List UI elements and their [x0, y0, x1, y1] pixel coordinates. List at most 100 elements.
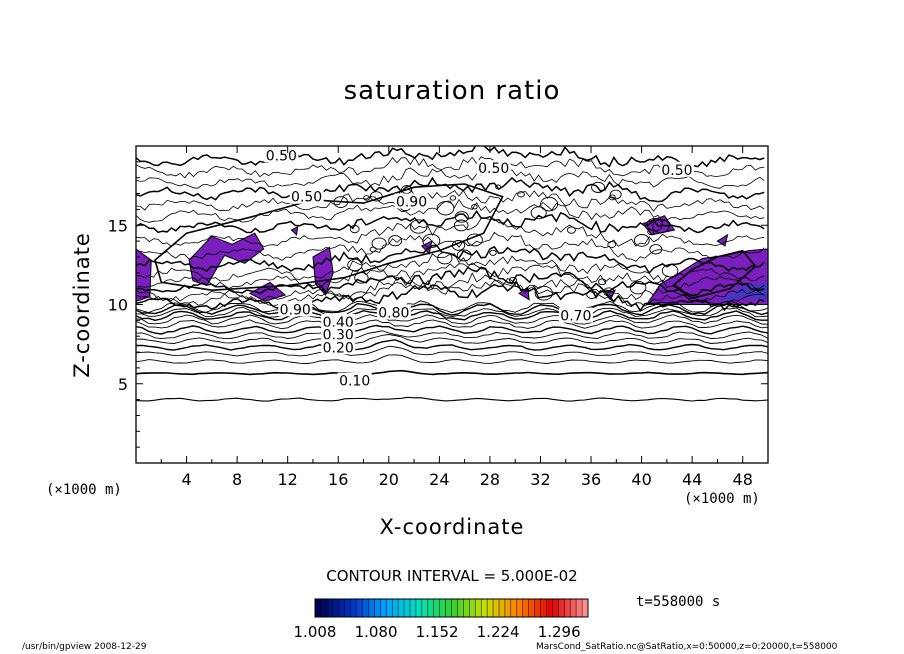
x-tick-label: 40 [631, 470, 651, 489]
colorbar-swatch [522, 599, 529, 617]
small-contour [609, 189, 622, 200]
colorbar-swatch [528, 599, 535, 617]
contour-label: 0.40 [323, 315, 354, 331]
contour-line [136, 244, 765, 275]
colorbar-tick-label: 1.296 [538, 623, 581, 641]
time-label: t=558000 s [636, 594, 721, 610]
colorbar-swatch [493, 599, 500, 617]
small-contour [422, 233, 441, 249]
small-contour [454, 211, 469, 223]
contour-label-bg [278, 301, 313, 317]
colorbar-swatch [433, 599, 440, 617]
colorbar-swatch [410, 599, 417, 617]
x-axis-label: X-coordinate [379, 515, 525, 539]
colorbar-swatch [451, 599, 458, 617]
small-contour [591, 181, 606, 193]
colorbar-tick-label: 1.080 [355, 623, 398, 641]
colorbar-swatch [457, 599, 464, 617]
small-contour [540, 196, 559, 212]
contour-label-bg [476, 160, 511, 176]
contour-label-bg [321, 326, 356, 342]
small-contour [333, 196, 349, 208]
x-tick-label: 44 [682, 470, 702, 489]
small-contour [517, 191, 525, 198]
contour-line [136, 165, 765, 189]
contour-line [136, 262, 765, 290]
cloud-boundary-contour [671, 249, 757, 300]
colorbar-swatch [362, 599, 369, 617]
colorbar-swatch [338, 599, 345, 617]
small-contour [363, 195, 370, 201]
footer-command: /usr/bin/gpview 2008-12-29 [22, 642, 147, 652]
supersaturated-region [188, 232, 265, 287]
colorbar-swatch [540, 599, 547, 617]
small-contour [398, 188, 414, 202]
colorbar-swatch [380, 599, 387, 617]
small-contour [489, 249, 497, 256]
contour-label-bg [376, 304, 411, 320]
cloud-boundary-contour [154, 183, 504, 292]
small-contour [608, 194, 616, 201]
contour-label: 0.50 [661, 163, 692, 179]
colorbar-swatch [463, 599, 470, 617]
contour-line [136, 209, 765, 234]
y-tick-label: 10 [108, 296, 128, 315]
colorbar-swatch [439, 599, 446, 617]
supersaturated-region [248, 281, 287, 302]
colorbar-swatch [487, 599, 494, 617]
small-contour [633, 234, 650, 247]
contour-label-bg [558, 307, 593, 323]
colorbar-swatch [344, 599, 351, 617]
colorbar-swatch [386, 599, 393, 617]
contour-line [136, 218, 765, 248]
contour-label: 0.80 [378, 305, 409, 321]
contour-line [136, 354, 768, 364]
small-contour [471, 204, 478, 210]
contour-line [136, 198, 765, 223]
colorbar-swatch [499, 599, 506, 617]
small-contour [347, 258, 363, 272]
contour-label: 0.50 [478, 161, 509, 177]
x-tick-label: 48 [733, 470, 753, 489]
contour-label: 0.10 [339, 374, 370, 390]
contour-label: 0.70 [560, 309, 591, 325]
colorbar-swatch [582, 599, 589, 617]
supersaturated-region [290, 225, 299, 236]
supersaturated-region [312, 246, 334, 296]
small-contour [371, 237, 387, 250]
contour-line [136, 309, 768, 322]
contour-label: 0.50 [266, 149, 297, 165]
small-contour [349, 225, 360, 234]
supersaturated-region [645, 248, 768, 305]
x-unit-label: (×1000 m) [684, 491, 760, 507]
contour-line [136, 314, 768, 325]
contour-line [136, 176, 765, 203]
small-contour [466, 233, 483, 247]
colorbar-swatch [421, 599, 428, 617]
small-contour [388, 235, 403, 247]
colorbar-swatch [552, 599, 559, 617]
small-contour [449, 195, 457, 201]
contour-line [136, 302, 768, 316]
contour-label-bg [321, 313, 356, 329]
x-tick-label: 36 [581, 470, 601, 489]
small-contour [598, 278, 607, 286]
small-contour [661, 264, 679, 278]
colorbar-swatch [350, 599, 357, 617]
colorbar-tick-label: 1.008 [294, 623, 337, 641]
colorbar-swatch [315, 599, 322, 617]
contour-label-bg [289, 188, 324, 204]
small-contour [534, 285, 553, 301]
colorbar-swatch [404, 599, 411, 617]
small-contour [566, 226, 576, 234]
small-contour [586, 290, 598, 299]
contour-label-bg [264, 147, 299, 163]
small-contour [649, 244, 663, 255]
small-contour [453, 219, 469, 232]
colorbar-swatch [558, 599, 565, 617]
colorbar-swatch [510, 599, 517, 617]
supersaturated-region [642, 215, 676, 236]
small-contour [509, 276, 517, 284]
contour-line [136, 369, 768, 376]
contour-line [136, 396, 768, 402]
